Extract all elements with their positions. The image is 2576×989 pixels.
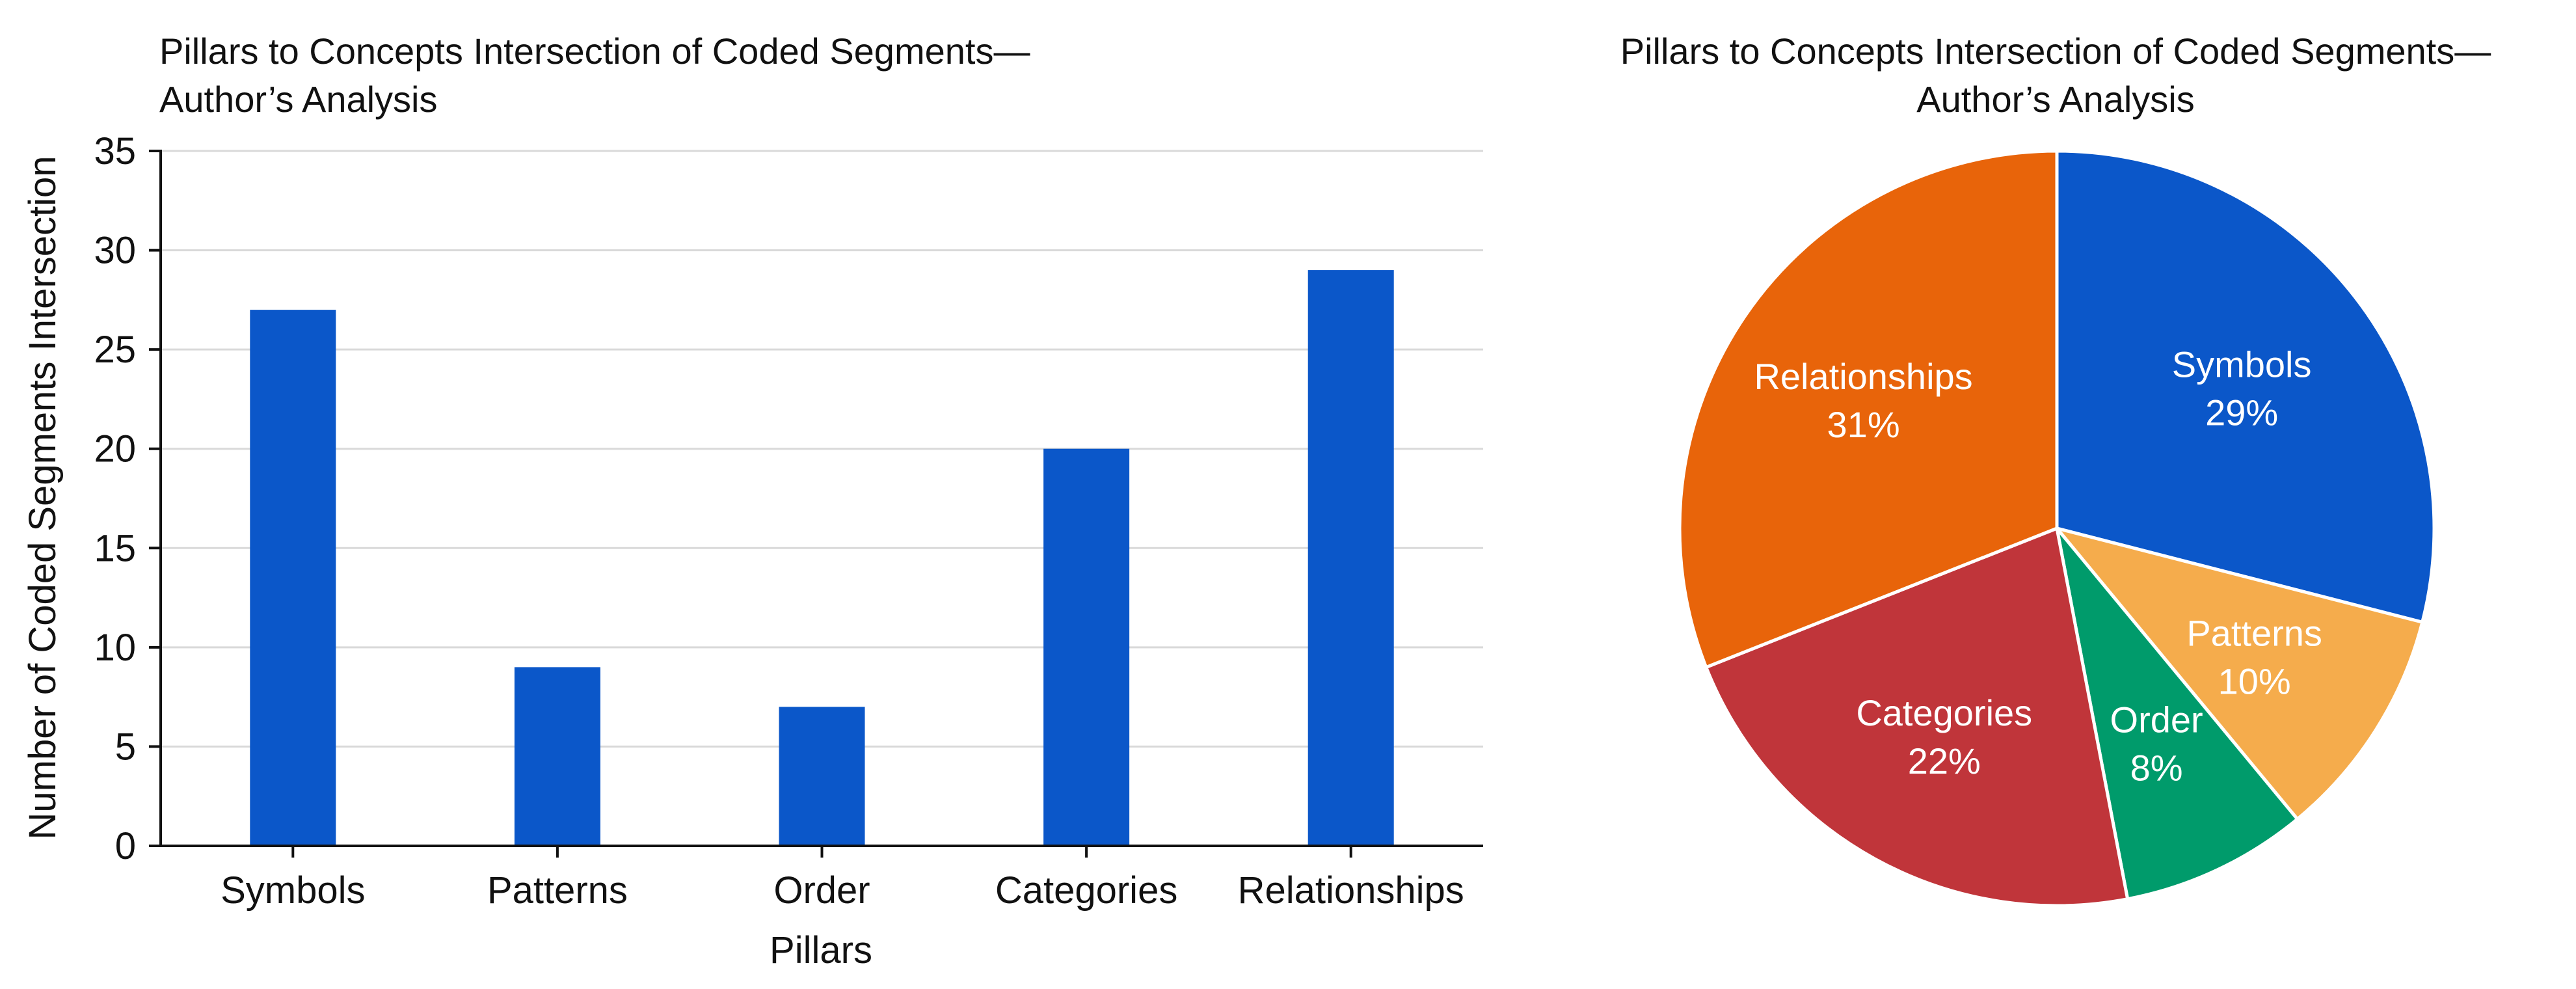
bar-order — [779, 707, 865, 846]
x-tick-label: Relationships — [1238, 869, 1464, 912]
bar-chart-y-axis-label: Number of Coded Segments Intersection — [21, 156, 64, 840]
pie-slice-percent: 22% — [1908, 740, 1981, 781]
pie-slice-patterns — [2052, 525, 2424, 822]
pie-chart-title-line-1: Pillars to Concepts Intersection of Code… — [1620, 31, 2491, 72]
pie-chart-labels: Symbols 29% Patterns 10% Order 8% Categories 22… — [1754, 344, 2322, 789]
bar-symbols — [250, 310, 336, 847]
y-tick-label: 25 — [94, 329, 136, 371]
pie-chart-slices — [1678, 149, 2436, 908]
pie-slice-percent: 31% — [1827, 404, 1900, 445]
pie-slice-label: Patterns — [2186, 613, 2322, 654]
bar-chart-gridlines — [161, 150, 1483, 748]
y-tick-label: 0 — [115, 825, 136, 867]
y-tick-label: 10 — [94, 627, 136, 669]
y-tick-label: 15 — [94, 527, 136, 569]
pie-slice-percent: 8% — [2130, 747, 2183, 788]
pie-slice-percent: 10% — [2218, 661, 2291, 702]
bar-relationships — [1308, 270, 1394, 847]
y-tick-label: 35 — [94, 130, 136, 172]
pie-slice-label: Categories — [1856, 692, 2032, 733]
pie-slice-label: Symbols — [2172, 344, 2312, 385]
pie-slice-label: Order — [2110, 699, 2203, 740]
bar-chart-title-line-2: Author’s Analysis — [159, 79, 438, 120]
pie-slice-categories — [1704, 526, 2130, 908]
pie-slice-label: Relationships — [1754, 356, 1972, 397]
x-tick-label: Categories — [995, 869, 1177, 912]
pie-slice-percent: 29% — [2205, 392, 2278, 433]
y-tick-label: 20 — [94, 428, 136, 470]
bar-chart-x-ticks: Symbols Patterns Order Categories Relationsh… — [221, 846, 1464, 912]
y-tick-label: 30 — [94, 230, 136, 272]
y-tick-label: 5 — [115, 725, 136, 768]
pie-slice-order — [2055, 527, 2300, 901]
pie-slice-relationships — [1678, 149, 2059, 670]
x-tick-label: Order — [773, 869, 870, 912]
pie-chart-title-line-2: Author’s Analysis — [1916, 79, 2195, 120]
bar-patterns — [514, 667, 600, 846]
bar-chart-x-axis-label: Pillars — [770, 929, 872, 971]
x-tick-label: Symbols — [221, 869, 365, 912]
bar-chart-bars — [250, 270, 1394, 847]
pie-slice-symbols — [2055, 149, 2436, 625]
bar-categories — [1043, 448, 1130, 846]
x-tick-label: Patterns — [487, 869, 628, 912]
bar-chart-y-ticks: 0 5 10 15 20 25 30 35 — [94, 130, 161, 867]
bar-chart-title-line-1: Pillars to Concepts Intersection of Code… — [159, 31, 1030, 72]
